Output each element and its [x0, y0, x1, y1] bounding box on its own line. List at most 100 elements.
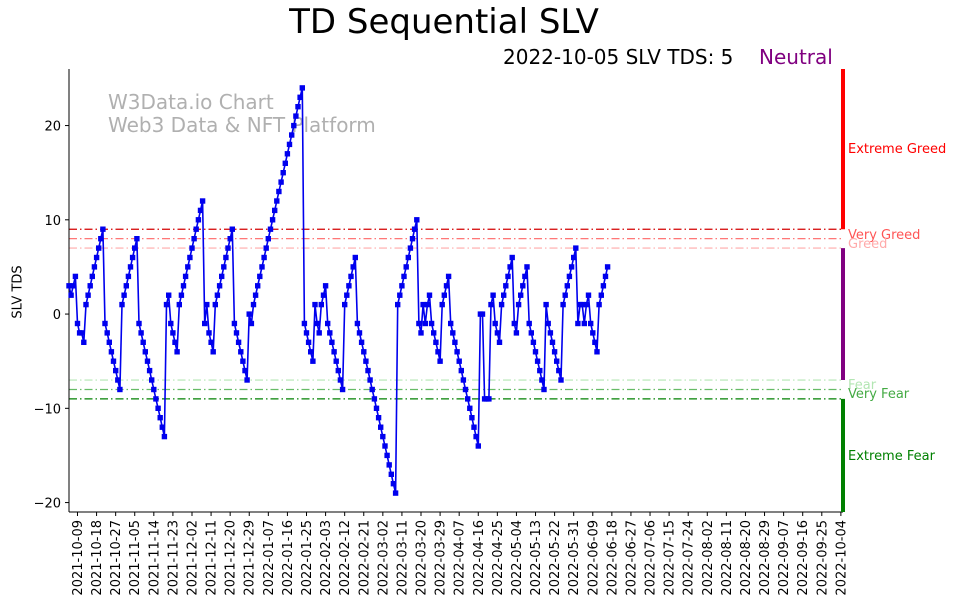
data-point [244, 377, 250, 383]
data-point [202, 320, 208, 327]
data-point [475, 443, 481, 449]
tds-series [66, 85, 611, 496]
data-point [132, 245, 138, 251]
data-point [291, 122, 297, 129]
data-point [594, 349, 600, 355]
y-ticks: −20 −10 0 10 20 [34, 120, 69, 512]
x-tick-label: 2022-03-11 [395, 520, 410, 596]
data-point [327, 330, 333, 336]
data-point [365, 367, 371, 374]
data-point [142, 349, 148, 355]
data-point [100, 226, 106, 232]
data-point [596, 301, 602, 308]
data-point [520, 283, 526, 289]
zone-label-very-greed: Very Greed [848, 228, 921, 243]
data-point [115, 377, 121, 383]
data-point [210, 349, 216, 355]
data-point [289, 132, 295, 138]
sentiment-status: Neutral [759, 45, 833, 69]
data-point [119, 301, 125, 308]
data-point [216, 283, 223, 289]
data-point [123, 283, 129, 289]
data-point [534, 358, 541, 364]
data-point [473, 433, 479, 440]
x-tick-label: 2022-08-11 [720, 520, 735, 596]
data-point [74, 320, 81, 327]
data-point [515, 301, 522, 308]
data-point [333, 358, 339, 364]
data-point [462, 386, 469, 393]
data-point [490, 292, 496, 298]
data-point [149, 377, 155, 383]
data-point [240, 358, 246, 364]
data-point [600, 283, 607, 289]
x-tick-label: 2021-11-05 [128, 520, 143, 596]
x-tick-label: 2022-02-03 [319, 520, 334, 596]
data-point [386, 462, 392, 468]
x-tick-label: 2021-11-14 [147, 520, 162, 596]
data-point [505, 273, 511, 280]
data-point [282, 160, 288, 166]
data-point [121, 292, 127, 298]
data-point [435, 349, 441, 355]
data-point [602, 273, 609, 280]
data-point [178, 292, 185, 298]
data-point [551, 349, 558, 355]
data-point [428, 320, 435, 327]
data-point [242, 367, 248, 374]
data-point [96, 245, 102, 251]
data-point [583, 301, 590, 308]
data-point [420, 301, 426, 308]
y-tick-label: 0 [53, 308, 61, 323]
data-point [153, 396, 159, 402]
data-point [272, 207, 278, 214]
data-point [479, 311, 486, 317]
data-point [433, 339, 439, 345]
data-point [564, 283, 570, 289]
data-point [117, 386, 123, 393]
data-point [528, 330, 534, 336]
data-point [556, 367, 562, 374]
data-point [223, 254, 229, 261]
chart-subtitle: 2022-10-05 SLV TDS: 5 [503, 45, 734, 69]
data-point [390, 481, 397, 487]
y-tick-label: 20 [44, 120, 61, 135]
data-point [592, 339, 598, 345]
y-tick-label: −20 [34, 497, 61, 512]
data-point [168, 320, 174, 327]
data-point [509, 254, 515, 261]
data-point [411, 226, 418, 232]
data-point [83, 301, 89, 308]
data-point [356, 330, 363, 336]
data-point [445, 273, 452, 280]
data-point [382, 443, 388, 449]
data-point [312, 301, 318, 308]
data-point [233, 330, 240, 336]
data-point [108, 349, 115, 355]
data-point [151, 386, 157, 393]
data-point [257, 273, 263, 280]
data-point [136, 320, 142, 327]
data-point [197, 207, 204, 214]
data-point [456, 358, 462, 364]
x-ticks: 2021-10-09 2021-10-18 2021-10-27 2021-11-05… [71, 512, 849, 596]
data-point [585, 292, 592, 298]
data-point [305, 339, 312, 345]
data-point [573, 245, 579, 251]
data-point [134, 236, 140, 242]
data-point [549, 339, 556, 345]
x-tick-label: 2021-12-02 [185, 520, 200, 596]
data-point [93, 254, 100, 261]
data-point [163, 301, 170, 308]
data-point [532, 349, 539, 355]
data-point [335, 367, 341, 374]
data-point [182, 273, 189, 280]
data-point [558, 377, 564, 383]
x-tick-label: 2022-03-20 [415, 520, 430, 596]
watermark-line-1: W3Data.io Chart [108, 90, 274, 114]
data-point [407, 245, 414, 251]
x-tick-label: 2022-07-06 [644, 520, 659, 596]
data-point [274, 198, 280, 204]
data-point [494, 330, 501, 336]
